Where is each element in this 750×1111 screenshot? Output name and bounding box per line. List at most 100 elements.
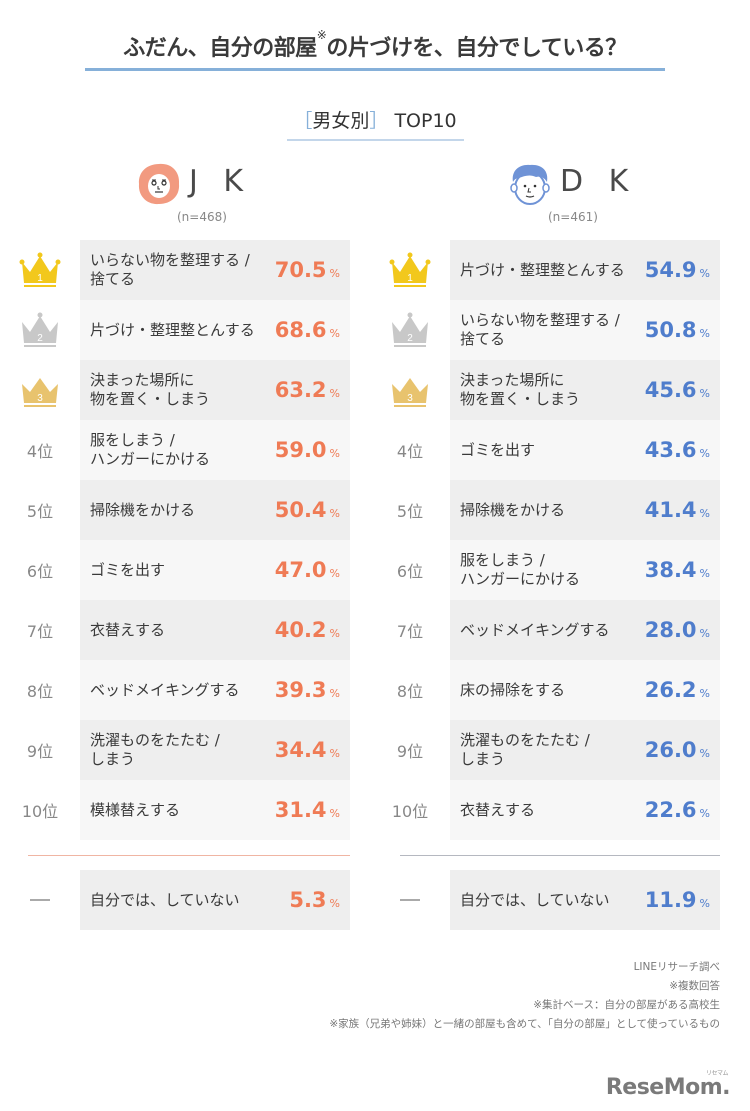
item-label: 掃除機をかける [90,500,196,519]
svg-text:1: 1 [407,273,413,284]
item-cell: 決まった場所に 物を置く・しまう 45.6% [450,360,720,420]
logo-text: ReseMom. [605,1075,731,1100]
boy-face-icon [510,164,550,205]
item-value: 5.3% [289,888,340,912]
jk-divider [28,855,350,856]
resemom-logo: ReseMom. リセマム [605,1070,731,1100]
jk-row-1: 1 いらない物を整理する / 捨てる 70.5% [0,240,350,300]
silver-crown-icon: 2 [22,312,58,347]
item-cell: ベッドメイキングする 28.0% [450,600,720,660]
bronze-crown-icon: 3 [392,378,428,407]
title-underline [85,68,665,71]
item-cell: 衣替えする 40.2% [80,600,350,660]
item-value: 28.0% [644,618,710,642]
item-cell: ゴミを出す 47.0% [80,540,350,600]
item-label: 衣替えする [90,620,166,639]
item-value: 45.6% [644,378,710,402]
item-value: 40.2% [274,618,340,642]
rank-cell: 3 [0,360,80,420]
item-label: ゴミを出す [90,560,166,579]
item-value: 31.4% [274,798,340,822]
item-label: 服をしまう / ハンガーにかける [460,551,581,588]
jk-none-row: 自分では、していない 5.3% [0,870,350,930]
item-value: 26.0% [644,738,710,762]
item-label: 衣替えする [460,800,536,819]
dk-sample-size: (n=461) [548,210,598,224]
rank-label: 5位 [26,502,54,521]
item-value: 43.6% [644,438,710,462]
rank-cell: 3 [370,360,450,420]
svg-text:3: 3 [37,393,43,404]
item-cell: 決まった場所に 物を置く・しまう 63.2% [80,360,350,420]
note-definition: ※家族（兄弟や姉妹）と一緒の部屋も含めて、「自分の部屋」として使っているもの [329,1018,720,1030]
rank-label: 8位 [396,682,424,701]
logo-kana: リセマム [705,1070,729,1077]
subtitle-category: 男女別 [312,110,370,132]
item-cell: 洗濯ものをたたむ / しまう 26.0% [450,720,720,780]
item-value: 26.2% [644,678,710,702]
item-label: ベッドメイキングする [460,620,610,639]
item-cell: いらない物を整理する / 捨てる 50.8% [450,300,720,360]
bronze-crown-icon: 3 [22,378,58,407]
jk-row-6: 6位 ゴミを出す 47.0% [0,540,350,600]
item-label: 服をしまう / ハンガーにかける [90,431,211,468]
item-cell: 自分では、していない 11.9% [450,870,720,930]
item-cell: 自分では、していない 5.3% [80,870,350,930]
subtitle-underline [287,139,464,141]
item-label: いらない物を整理する / 捨てる [90,251,250,288]
subtitle-top: TOP10 [394,110,457,132]
title-note-mark: ※ [316,28,327,42]
item-label: 自分では、していない [460,890,610,909]
rank-label: 9位 [396,742,424,761]
rank-label: 4位 [396,442,424,461]
footnotes: LINEリサーチ調べ ※複数回答 ※集計ベース：自分の部屋がある高校生 ※家族（… [329,958,720,1034]
item-cell: 掃除機をかける 41.4% [450,480,720,540]
jk-sample-size: (n=468) [177,210,227,224]
rank-label: 8位 [26,682,54,701]
item-cell: 服をしまう / ハンガーにかける 59.0% [80,420,350,480]
title-text-post: の片づけを、自分でしている？ [326,36,627,61]
silver-crown-icon: 2 [392,312,428,347]
rank-cell: 2 [370,300,450,360]
girl-face-icon [138,163,180,205]
rank-cell: 1 [0,240,80,300]
item-label: 洗濯ものをたたむ / しまう [90,731,220,768]
rank-label: 7位 [396,622,424,641]
item-label: 床の掃除をする [460,680,566,699]
jk-row-4: 4位 服をしまう / ハンガーにかける 59.0% [0,420,350,480]
item-label: 掃除機をかける [460,500,566,519]
item-label: 決まった場所に 物を置く・しまう [90,371,211,408]
item-value: 34.4% [274,738,340,762]
note-source: LINEリサーチ調べ [633,961,720,973]
jk-header: J K (n=468) [137,160,337,230]
dk-none-row: 自分では、していない 11.9% [370,870,720,930]
item-value: 50.8% [644,318,710,342]
bracket-open: ［ [293,110,313,132]
item-label: ベッドメイキングする [90,680,240,699]
svg-text:2: 2 [37,333,43,344]
item-cell: 衣替えする 22.6% [450,780,720,840]
item-cell: 片づけ・整理整とんする 54.9% [450,240,720,300]
item-value: 47.0% [274,558,340,582]
gold-crown-icon: 1 [389,252,431,287]
svg-text:1: 1 [37,273,43,284]
item-label: 模様替えする [90,800,181,819]
item-value: 39.3% [274,678,340,702]
jk-row-5: 5位 掃除機をかける 50.4% [0,480,350,540]
dk-row-2: 2 いらない物を整理する / 捨てる 50.8% [370,300,720,360]
title-text-pre: ふだん、自分の部屋 [123,36,317,61]
dk-row-9: 9位 洗濯ものをたたむ / しまう 26.0% [370,720,720,780]
jk-row-7: 7位 衣替えする 40.2% [0,600,350,660]
svg-text:2: 2 [407,333,413,344]
item-cell: ベッドメイキングする 39.3% [80,660,350,720]
rank-cell: 2 [0,300,80,360]
item-value: 63.2% [274,378,340,402]
dk-row-4: 4位 ゴミを出す 43.6% [370,420,720,480]
dash-icon [0,870,80,930]
item-label: 決まった場所に 物を置く・しまう [460,371,581,408]
note-multiple-answers: ※複数回答 [669,980,720,992]
rank-label: 4位 [26,442,54,461]
dk-row-7: 7位 ベッドメイキングする 28.0% [370,600,720,660]
item-label: 自分では、していない [90,890,240,909]
dk-row-8: 8位 床の掃除をする 26.2% [370,660,720,720]
